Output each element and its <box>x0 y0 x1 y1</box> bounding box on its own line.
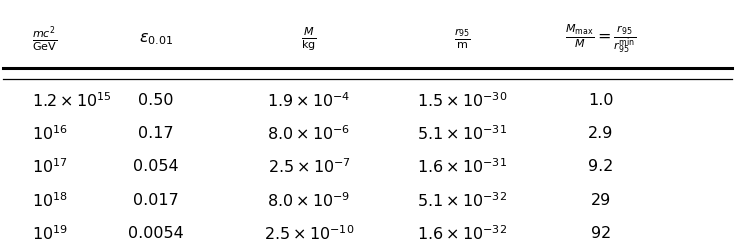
Text: $\varepsilon_{0.01}$: $\varepsilon_{0.01}$ <box>139 31 173 47</box>
Text: 0.017: 0.017 <box>133 193 179 208</box>
Text: $\frac{M_{\mathrm{max}}}{M} = \frac{r_{95}}{r_{95}^{\mathrm{min}}}$: $\frac{M_{\mathrm{max}}}{M} = \frac{r_{9… <box>565 22 637 55</box>
Text: $1.6 \times 10^{-31}$: $1.6 \times 10^{-31}$ <box>417 158 507 176</box>
Text: $\frac{r_{95}}{\mathrm{m}}$: $\frac{r_{95}}{\mathrm{m}}$ <box>454 27 471 51</box>
Text: $5.1 \times 10^{-31}$: $5.1 \times 10^{-31}$ <box>417 124 507 143</box>
Text: $10^{18}$: $10^{18}$ <box>32 191 68 209</box>
Text: $8.0 \times 10^{-6}$: $8.0 \times 10^{-6}$ <box>268 124 351 143</box>
Text: $2.5 \times 10^{-7}$: $2.5 \times 10^{-7}$ <box>268 158 351 176</box>
Text: $10^{19}$: $10^{19}$ <box>32 224 68 243</box>
Text: $1.2 \times 10^{15}$: $1.2 \times 10^{15}$ <box>32 91 112 110</box>
Text: $8.0 \times 10^{-9}$: $8.0 \times 10^{-9}$ <box>268 191 351 209</box>
Text: 29: 29 <box>591 193 611 208</box>
Text: $5.1 \times 10^{-32}$: $5.1 \times 10^{-32}$ <box>417 191 507 209</box>
Text: $1.9 \times 10^{-4}$: $1.9 \times 10^{-4}$ <box>268 91 351 110</box>
Text: 0.50: 0.50 <box>138 93 173 108</box>
Text: $1.5 \times 10^{-30}$: $1.5 \times 10^{-30}$ <box>417 91 508 110</box>
Text: $10^{16}$: $10^{16}$ <box>32 124 68 143</box>
Text: $2.5 \times 10^{-10}$: $2.5 \times 10^{-10}$ <box>264 224 354 243</box>
Text: 0.054: 0.054 <box>133 159 179 175</box>
Text: $\frac{mc^2}{\mathrm{GeV}}$: $\frac{mc^2}{\mathrm{GeV}}$ <box>32 24 57 54</box>
Text: 0.0054: 0.0054 <box>128 226 184 241</box>
Text: 2.9: 2.9 <box>588 126 614 141</box>
Text: 9.2: 9.2 <box>588 159 614 175</box>
Text: 92: 92 <box>591 226 611 241</box>
Text: $\frac{M}{\mathrm{kg}}$: $\frac{M}{\mathrm{kg}}$ <box>301 25 317 53</box>
Text: 1.0: 1.0 <box>588 93 614 108</box>
Text: 0.17: 0.17 <box>138 126 173 141</box>
Text: $1.6 \times 10^{-32}$: $1.6 \times 10^{-32}$ <box>417 224 507 243</box>
Text: $10^{17}$: $10^{17}$ <box>32 158 68 176</box>
